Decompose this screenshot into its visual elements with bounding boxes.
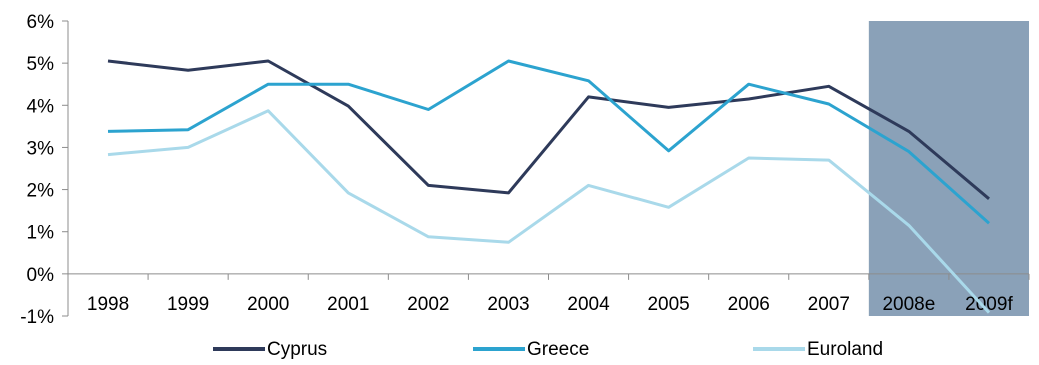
x-tick-label: 2006 — [728, 294, 770, 315]
legend-label-greece: Greece — [527, 339, 589, 360]
y-tick-label: 1% — [27, 223, 55, 244]
y-axis-ticks: -1% 0% 1% 2% 3% 4% 5% 6% — [20, 12, 68, 328]
legend: Cyprus Greece Euroland — [213, 339, 883, 360]
x-tick-label: 2002 — [407, 294, 449, 315]
x-tick-label: 2005 — [647, 294, 689, 315]
y-tick-label: 6% — [27, 12, 55, 33]
x-tick-label: 2001 — [327, 294, 369, 315]
legend-label-euroland: Euroland — [807, 339, 883, 360]
legend-label-cyprus: Cyprus — [267, 339, 327, 360]
y-tick-label: 5% — [27, 54, 55, 75]
x-tick-label: 2004 — [567, 294, 610, 315]
x-axis-ticks: 1998 1999 2000 2001 2002 2003 2004 2005 2006 2007… — [67, 273, 1030, 315]
y-tick-label: -1% — [20, 307, 54, 328]
y-tick-label: 0% — [27, 265, 55, 286]
x-tick-label: 1999 — [167, 294, 209, 315]
x-tick-label: 2003 — [487, 294, 529, 315]
x-tick-label: 2008e — [882, 294, 935, 315]
series-line-euroland — [107, 109, 991, 314]
series-line-cyprus — [107, 59, 990, 200]
y-tick-label: 3% — [27, 138, 55, 159]
y-tick-label: 2% — [27, 181, 55, 202]
forecast-highlight — [868, 21, 1029, 316]
y-tick-label: 4% — [27, 96, 55, 117]
x-tick-label: 2000 — [247, 294, 289, 315]
x-tick-label: 1998 — [87, 294, 129, 315]
series-line-greece — [107, 59, 991, 225]
series-lines — [107, 59, 991, 314]
x-tick-label: 2007 — [808, 294, 850, 315]
forecast-band — [868, 21, 1029, 316]
